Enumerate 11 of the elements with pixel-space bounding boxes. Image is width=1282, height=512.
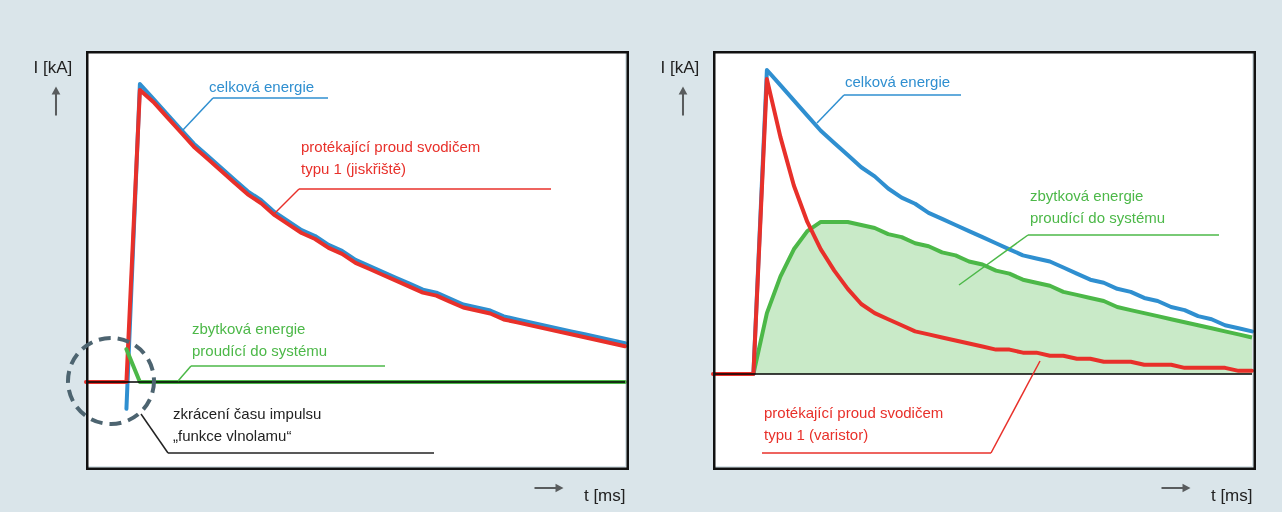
text: protékající proud svodičem typu 1 (jiskřiště) bbox=[301, 138, 481, 177]
y-axis-title: I [kA] bbox=[660, 57, 700, 77]
y-axis-title: I [kA] bbox=[33, 57, 73, 77]
text: protékající proud svodičem typu 1 (varistor) bbox=[764, 404, 944, 443]
series-label: zbytková energie proudící do systému bbox=[192, 320, 328, 359]
x-axis-title: t [ms] bbox=[583, 485, 626, 505]
text: celková energie bbox=[209, 78, 315, 95]
annotation: zkrácení času impulsu „funkce vlnolamu“ bbox=[173, 405, 322, 444]
x-axis-title: t [ms] bbox=[1210, 485, 1253, 505]
text: zbytková energie proudící do systému bbox=[1030, 187, 1166, 226]
text: celková energie bbox=[845, 73, 951, 90]
